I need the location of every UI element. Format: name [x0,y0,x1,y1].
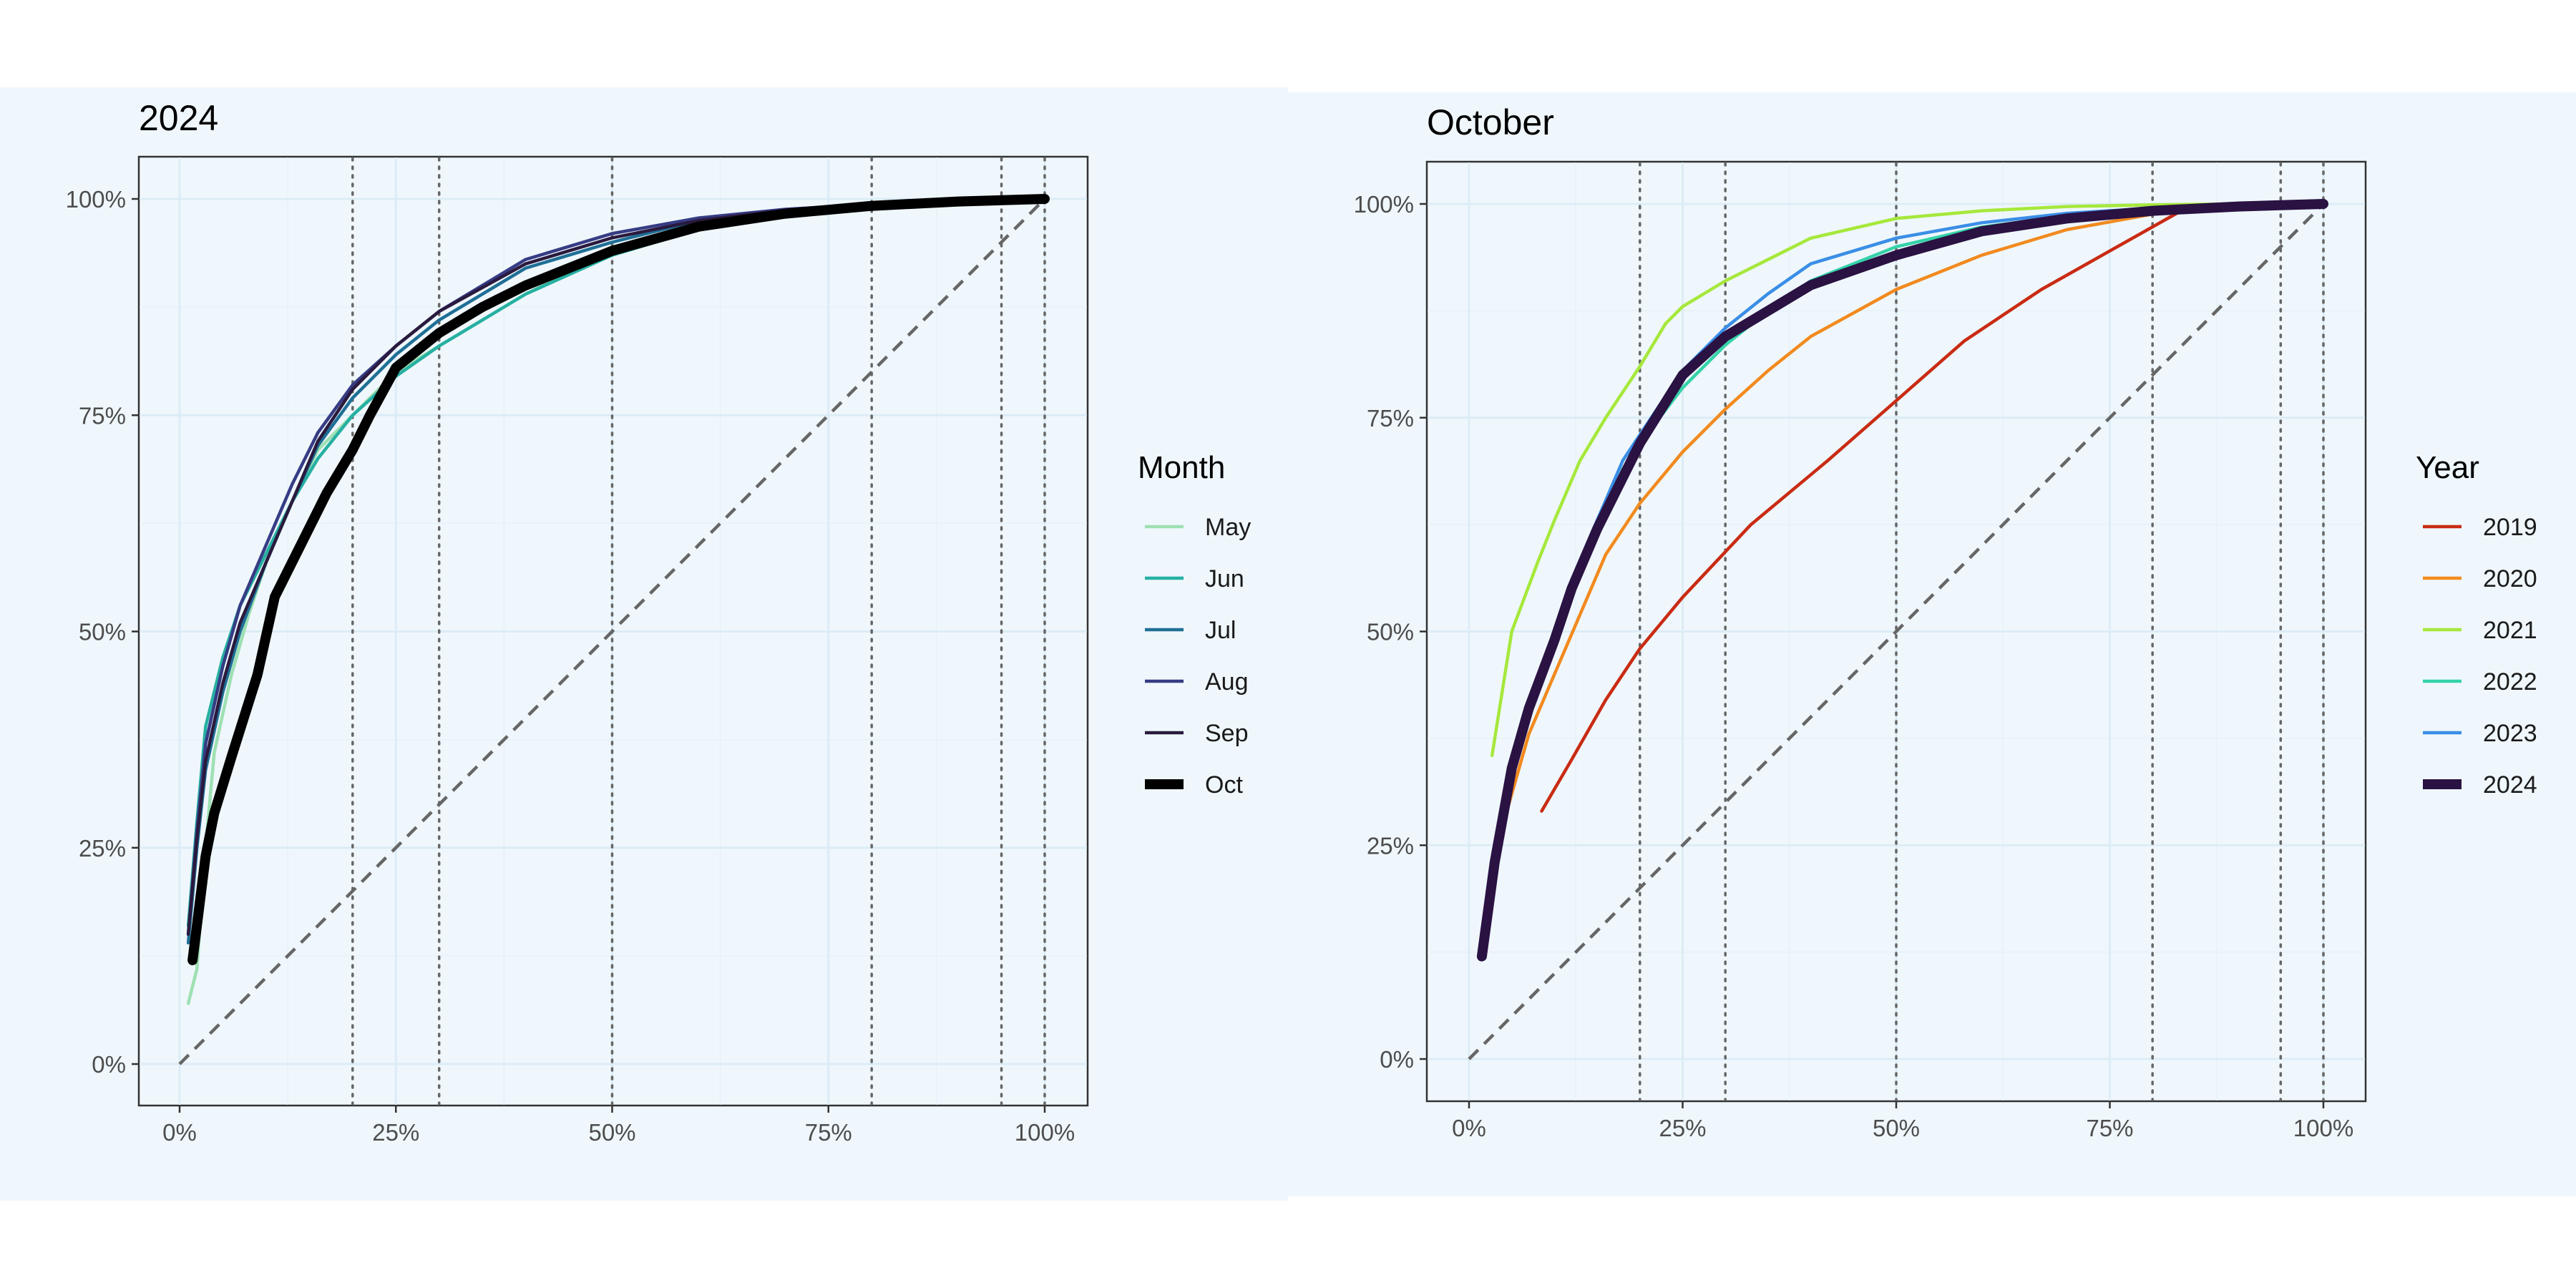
series-line-Oct [187,194,1050,965]
legend: Year 2019 2020 2021 2022 2023 2024 [2416,450,2537,799]
legend-label-2024: 2024 [2483,771,2537,799]
diagonal-reference [1468,203,2325,1060]
y-tick-label: 0% [1380,1046,1414,1073]
series-line-2021 [1490,202,2326,758]
x-tick-label: 25% [1659,1115,1706,1141]
legend-label-Oct: Oct [1205,771,1243,799]
x-tick-label: 25% [372,1119,419,1146]
y-tick-label: 75% [1367,405,1414,431]
legend-label-May: May [1205,514,1251,541]
chart-1: 0% 25% 50% 75% 100% 0% 25% 50% 75% 100% October Yea… [1354,102,2537,1141]
y-tick-label: 25% [79,835,126,862]
chart-title: October [1427,102,1554,142]
legend-title: Month [1138,450,1225,485]
legend-label-2019: 2019 [2483,514,2537,541]
legend-label-2021: 2021 [2483,617,2537,644]
x-tick-label: 0% [1452,1115,1486,1141]
legend-label-2023: 2023 [2483,720,2537,747]
y-tick-label: 100% [66,186,126,213]
legend-label-2022: 2022 [2483,668,2537,696]
y-tick-label: 75% [79,402,126,429]
legend-label-Aug: Aug [1205,668,1249,696]
x-tick-label: 0% [162,1119,197,1146]
x-tick-label: 50% [588,1119,635,1146]
legend-label-Jul: Jul [1205,617,1236,644]
x-tick-label: 100% [1015,1119,1075,1146]
legend-title: Year [2416,450,2479,485]
x-tick-label: 75% [805,1119,852,1146]
x-tick-label: 75% [2086,1115,2133,1141]
x-tick-label: 100% [2293,1115,2353,1141]
y-tick-label: 0% [92,1051,126,1078]
series-line-2019 [1540,202,2326,813]
chart-0: 0% 25% 50% 75% 100%0%25%50%75%100%2024MonthM… [66,98,1252,1146]
y-tick-label: 25% [1367,832,1414,859]
legend-label-2020: 2020 [2483,565,2537,592]
chart-title: 2024 [139,98,218,138]
y-tick-label: 50% [1367,619,1414,645]
legend-label-Sep: Sep [1205,720,1249,747]
series-line-2024 [1476,199,2328,962]
y-tick-label: 50% [79,619,126,645]
legend: Month May Jun Jul Aug Sep Oct [1138,450,1251,799]
series-line-2020 [1480,202,2326,950]
x-tick-label: 50% [1873,1115,1920,1141]
legend-label-Jun: Jun [1205,565,1244,592]
y-tick-label: 100% [1354,191,1414,218]
diagonal-reference [178,197,1046,1065]
